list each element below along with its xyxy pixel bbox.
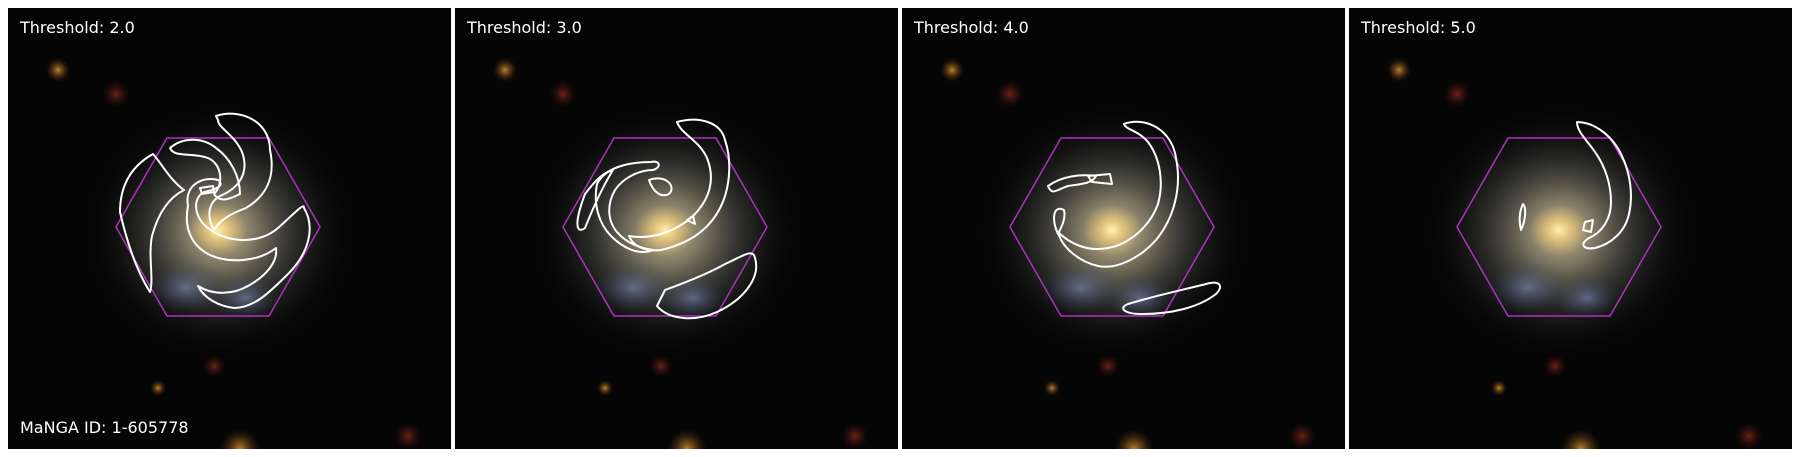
arm-contours [576,118,758,320]
galaxy-id-label: MaNGA ID: 1-605778 [20,418,189,437]
panel-threshold-3: Threshold: 3.0 [455,8,898,449]
threshold-label: Threshold: 2.0 [20,18,135,37]
arm-contours [119,112,311,309]
galaxy-image [8,8,451,449]
galaxy-image [455,8,898,449]
ifu-hexagon [1009,137,1215,317]
threshold-label: Threshold: 4.0 [914,18,1029,37]
ifu-hexagon [562,137,768,317]
arm-contours [1047,120,1222,315]
panel-threshold-2: Threshold: 2.0 MaNGA ID: 1-605778 [8,8,451,449]
galaxy-image [1349,8,1792,449]
panel-threshold-4: Threshold: 4.0 [902,8,1345,449]
galaxy-image [902,8,1345,449]
threshold-label: Threshold: 3.0 [467,18,582,37]
panel-threshold-5: Threshold: 5.0 [1349,8,1792,449]
threshold-label: Threshold: 5.0 [1361,18,1476,37]
arm-contours [1518,121,1632,250]
